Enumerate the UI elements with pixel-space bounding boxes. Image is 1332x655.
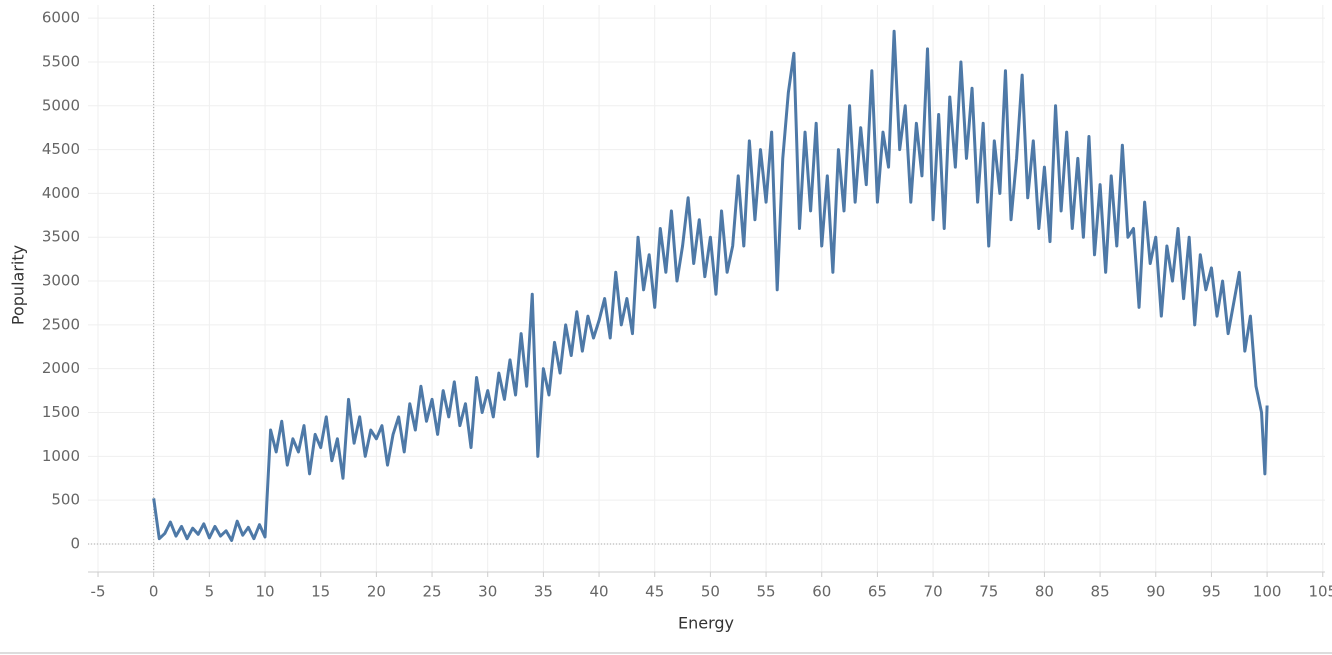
x-tick-label: 10 [255, 583, 274, 601]
x-tick-label: 55 [757, 583, 776, 601]
y-tick-label: 0 [70, 534, 80, 552]
x-tick-label: 30 [478, 583, 497, 601]
y-tick-label: 3000 [42, 272, 80, 290]
x-tick-label: 35 [534, 583, 553, 601]
x-tick-label: 85 [1091, 583, 1110, 601]
y-tick-label: 1000 [42, 447, 80, 465]
x-tick-label: 70 [924, 583, 943, 601]
y-tick-label: 4000 [42, 184, 80, 202]
x-tick-label: 105 [1308, 583, 1332, 601]
x-tick-label: 50 [701, 583, 720, 601]
y-tick-label: 5000 [42, 96, 80, 114]
x-tick-label: 40 [590, 583, 609, 601]
y-tick-label: 3500 [42, 228, 80, 246]
y-tick-label: 4500 [42, 140, 80, 158]
x-tick-label: 45 [645, 583, 664, 601]
y-axis-title: Popularity [9, 245, 28, 325]
data-line [152, 29, 1269, 542]
x-tick-label: 95 [1202, 583, 1221, 601]
x-tick-label: 25 [422, 583, 441, 601]
x-tick-label: 20 [367, 583, 386, 601]
x-tick-label: 80 [1035, 583, 1054, 601]
x-axis-title: Energy [678, 614, 734, 633]
x-tick-label: 5 [205, 583, 215, 601]
x-tick-label: 0 [149, 583, 159, 601]
x-tick-label: 75 [979, 583, 998, 601]
x-tick-label: 65 [868, 583, 887, 601]
y-tick-label: 2000 [42, 359, 80, 377]
x-tick-label: 100 [1253, 583, 1282, 601]
y-tick-label: 1500 [42, 403, 80, 421]
y-tick-label: 5500 [42, 52, 80, 70]
x-tick-label: 90 [1146, 583, 1165, 601]
x-tick-label: 60 [812, 583, 831, 601]
y-tick-label: 500 [51, 491, 80, 509]
y-tick-label: 6000 [42, 9, 80, 27]
x-tick-label: -5 [91, 583, 106, 601]
x-tick-label: 15 [311, 583, 330, 601]
y-tick-label: 2500 [42, 315, 80, 333]
